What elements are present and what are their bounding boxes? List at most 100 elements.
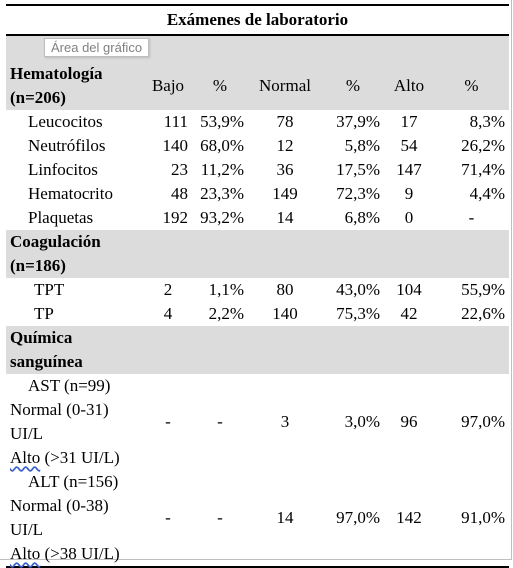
section-header-quimica: Química xyxy=(6,326,509,374)
cell-normal-pct: 97,0% xyxy=(322,470,384,568)
cell-bajo: 192 xyxy=(162,208,189,227)
cell-alto: 9 xyxy=(404,184,414,203)
cell-normal-pct: 3,0% xyxy=(344,412,380,431)
row-label: TP xyxy=(34,304,54,323)
cell-bajo: 48 xyxy=(171,184,188,203)
cell-bajo: 2 xyxy=(163,280,173,299)
cell-alto-pct: 8,3% xyxy=(469,112,505,131)
row-label: Plaquetas xyxy=(28,208,94,227)
cell-alto-pct: 26,2% xyxy=(461,136,505,155)
table-row: Plaquetas 192 93,2% 14 6,8% 0 - xyxy=(6,206,509,230)
cell-normal-pct: 43,0% xyxy=(336,280,380,299)
cell-alto-pct: 55,9% xyxy=(461,280,505,299)
cell-alto: 147 xyxy=(396,160,422,179)
ast-alto-word: Alto xyxy=(10,448,41,467)
row-label: Neutrófilos xyxy=(28,136,106,155)
section-header-hematologia: Hematología Bajo % Normal % Alto % xyxy=(6,62,509,110)
cell-alto: 0 xyxy=(404,208,414,227)
col-header-pct-bajo: % xyxy=(192,62,248,110)
cell-normal: 14 xyxy=(276,208,294,227)
alt-alto-word: Alto xyxy=(10,544,41,563)
section-label-coagulacion-2: (n=186) xyxy=(6,254,144,278)
table-row: Leucocitos 111 53,9% 78 37,9% 17 8,3% xyxy=(6,110,509,134)
alt-alto-line: Alto (>38 UI/L) xyxy=(10,542,140,566)
cell-alto-pct: 91,0% xyxy=(434,470,509,568)
cell-alto-pct: 4,4% xyxy=(469,184,505,203)
cell-bajo-pct: - xyxy=(217,412,223,431)
cell-alto-pct: 71,4% xyxy=(461,160,505,179)
row-label: TPT xyxy=(34,280,65,299)
row-label: Hematocrito xyxy=(28,184,113,203)
cell-alto-pct: 97,0% xyxy=(461,412,505,431)
cell-normal: 36 xyxy=(276,160,294,179)
section-header-coagulacion: Coagulación xyxy=(6,230,509,278)
col-header-pct-alto: % xyxy=(434,62,509,110)
cell-bajo-pct: - xyxy=(192,470,248,568)
cell-bajo-pct: 1,1% xyxy=(208,280,244,299)
ast-alto-line: Alto (>31 UI/L) xyxy=(10,446,140,470)
col-header-pct-normal: % xyxy=(322,62,384,110)
cell-normal: 140 xyxy=(272,304,298,323)
cell-bajo-pct: 23,3% xyxy=(200,184,244,203)
col-header-alto: Alto xyxy=(384,62,434,110)
cell-normal: 12 xyxy=(276,136,294,155)
cell-bajo: 140 xyxy=(162,136,189,155)
section-label-quimica-1: Química xyxy=(6,326,144,350)
table-row-alt: ALT (n=156) Normal (0-38) UI/L Alto (>38… xyxy=(6,470,509,568)
cell-alto: 96 xyxy=(400,412,418,431)
section-label-quimica-2: sanguínea xyxy=(6,350,144,374)
col-header-bajo: Bajo xyxy=(144,62,192,110)
table-row: TP 4 2,2% 140 75,3% 42 22,6% xyxy=(6,302,509,326)
cell-normal: 80 xyxy=(276,280,294,299)
cell-normal: 78 xyxy=(276,112,294,131)
table-row: TPT 2 1,1% 80 43,0% 104 55,9% xyxy=(6,278,509,302)
cell-bajo-pct: 2,2% xyxy=(208,304,244,323)
col-header-normal: Normal xyxy=(248,62,322,110)
cell-normal-pct: 6,8% xyxy=(344,208,380,227)
alt-label-block: ALT (n=156) Normal (0-38) UI/L Alto (>38… xyxy=(6,470,144,568)
cell-alto: 17 xyxy=(400,112,418,131)
cell-bajo-pct: 68,0% xyxy=(200,136,244,155)
cell-alto: 54 xyxy=(400,136,418,155)
cell-bajo-pct: 53,9% xyxy=(200,112,244,131)
row-label: Linfocitos xyxy=(28,160,98,179)
cell-bajo: 23 xyxy=(171,160,188,179)
table-row: Linfocitos 23 11,2% 36 17,5% 147 71,4% xyxy=(6,158,509,182)
section-label-coagulacion-1: Coagulación xyxy=(6,230,144,254)
ast-normal-line2: UI/L xyxy=(10,424,44,443)
cell-bajo: - xyxy=(165,412,171,431)
cell-bajo: 111 xyxy=(163,112,188,131)
cell-normal: 3 xyxy=(280,412,290,431)
section-label-hematologia-1: Hematología xyxy=(6,62,144,86)
cell-alto-pct: 22,6% xyxy=(461,304,505,323)
section-label-hematologia-2: (n=206) xyxy=(6,86,144,110)
row-label: Leucocitos xyxy=(28,112,103,131)
cell-normal-pct: 17,5% xyxy=(336,160,380,179)
alt-normal-line1: Normal (0-38) xyxy=(10,496,109,515)
table-row: Neutrófilos 140 68,0% 12 5,8% 54 26,2% xyxy=(6,134,509,158)
cell-bajo-pct: 11,2% xyxy=(200,160,244,179)
cell-alto: 42 xyxy=(400,304,418,323)
ast-title: AST (n=99) xyxy=(28,376,111,395)
cell-alto: 142 xyxy=(384,470,434,568)
ast-alto-rest: (>31 UI/L) xyxy=(40,448,120,467)
cell-alto-pct: - xyxy=(468,208,475,227)
table-title: Exámenes de laboratorio xyxy=(6,4,509,36)
section-shade xyxy=(144,326,509,374)
alt-alto-rest: (>38 UI/L) xyxy=(40,544,120,563)
cell-alto: 104 xyxy=(396,280,422,299)
ast-label-block: AST (n=99) Normal (0-31) UI/L Alto (>31 … xyxy=(6,374,144,470)
cell-bajo: 4 xyxy=(163,304,173,323)
cell-normal-pct: 37,9% xyxy=(336,112,380,131)
cell-normal-pct: 5,8% xyxy=(344,136,380,155)
cell-bajo-pct: 93,2% xyxy=(200,208,244,227)
cell-normal: 14 xyxy=(248,470,322,568)
cell-bajo: - xyxy=(144,470,192,568)
lab-results-table: Exámenes de laboratorio Hematología Bajo… xyxy=(6,4,509,568)
cell-normal: 149 xyxy=(272,184,298,203)
alt-normal-line2: UI/L xyxy=(10,520,44,539)
chart-area-tooltip: Área del gráfico xyxy=(44,38,150,57)
cell-normal-pct: 75,3% xyxy=(336,304,380,323)
alt-title: ALT (n=156) xyxy=(28,472,119,491)
table-row: Hematocrito 48 23,3% 149 72,3% 9 4,4% xyxy=(6,182,509,206)
